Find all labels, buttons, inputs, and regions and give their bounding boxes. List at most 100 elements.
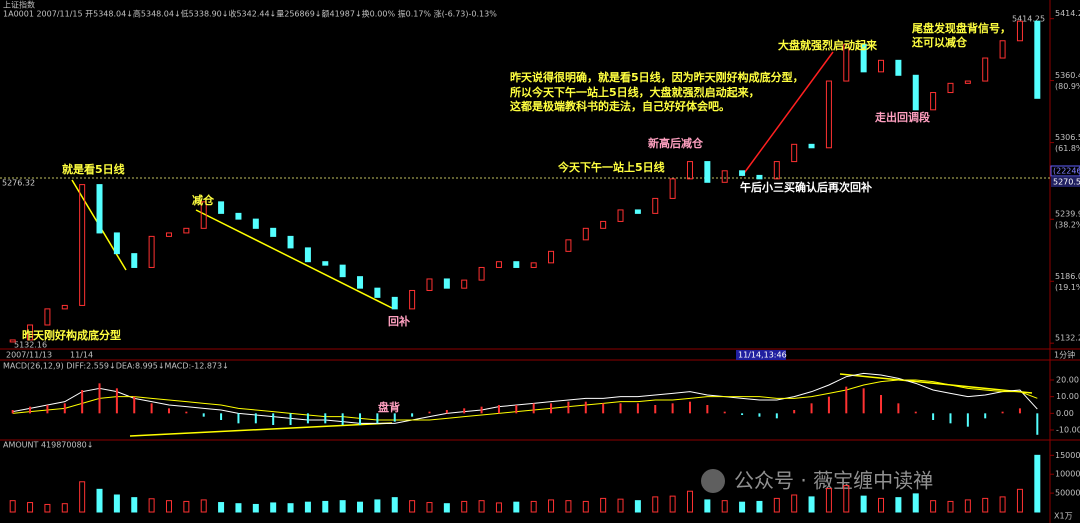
candle (252, 218, 259, 229)
annotation: 还可以减仓 (911, 35, 968, 49)
candle (617, 209, 624, 222)
annotation: 减仓 (192, 193, 215, 207)
y-tick-label: -10.00 (1056, 426, 1080, 435)
candle (565, 239, 572, 252)
volume-bar (634, 500, 641, 513)
watermark-icon (701, 469, 725, 493)
candle (634, 209, 641, 214)
volume-bar (304, 501, 311, 513)
box (1050, 165, 1080, 177)
volume-bar (287, 503, 294, 513)
volume-bar (183, 500, 190, 513)
y-tick-label: 100000 (1055, 470, 1080, 479)
volume-bar (426, 502, 433, 513)
volume-bar (721, 500, 728, 513)
volume-bar (982, 497, 989, 513)
volume-bar (79, 481, 86, 513)
volume-bar (96, 488, 103, 513)
volume-bar (530, 500, 537, 513)
y-tick-label: 50000 (1055, 489, 1080, 498)
candle (773, 161, 780, 180)
fib-label: (61.8%) (1055, 144, 1080, 153)
volume-bar (322, 500, 329, 513)
candle (96, 184, 103, 234)
candle (982, 57, 989, 82)
candle (235, 212, 242, 220)
annotation: 盘背 (378, 400, 400, 414)
volume-bar (27, 502, 34, 513)
candle (600, 220, 607, 229)
annotation: 午后小三买确认后再次回补 (740, 180, 872, 194)
volume-bar (374, 499, 381, 513)
volume-bar (235, 503, 242, 513)
candle (721, 170, 728, 183)
volume-bar (878, 497, 885, 513)
annotation: 昨天说得很明确，就是看5日线，因为昨天刚好构成底分型， (510, 70, 804, 84)
volume-bar (912, 493, 919, 513)
annotation: 今天下午一站上5日线 (557, 160, 665, 174)
date-label: 11/14 (70, 351, 93, 360)
volume-bar (218, 502, 225, 513)
candle (808, 143, 815, 149)
candle (391, 296, 398, 310)
panel-header: AMOUNT 419870080↓ (3, 441, 93, 450)
candle (183, 227, 190, 234)
candle (930, 92, 937, 111)
candle (999, 40, 1006, 59)
fib-label: (38.2%) (1055, 221, 1080, 230)
macd-line (12, 379, 1038, 421)
volume-bar (999, 496, 1006, 513)
volume-bar (165, 500, 172, 513)
volume-bar (148, 498, 155, 513)
annotation: 大盘就强烈启动起来 (778, 38, 878, 52)
volume-bar (44, 503, 51, 513)
candle (686, 161, 693, 180)
volume-bar (113, 494, 120, 513)
candle (739, 170, 746, 176)
candle (791, 143, 798, 163)
candle (322, 261, 329, 266)
volume-bar (461, 500, 468, 513)
annotation: 这都是极端教科书的走法，自己好好体会吧。 (510, 99, 730, 113)
candle (443, 278, 450, 289)
candle (374, 287, 381, 298)
candle (530, 262, 537, 268)
volume-bar (548, 499, 555, 513)
panel-header: MACD(26,12,9) DIFF:2.559↓DEA:8.995↓MACD:… (3, 362, 229, 371)
candle (131, 253, 138, 268)
candle (860, 43, 867, 73)
box (1051, 177, 1080, 187)
cursor-box (736, 350, 786, 360)
candle (878, 59, 885, 73)
candle (669, 178, 676, 199)
volume-bar (791, 494, 798, 513)
date-label: 2007/11/13 (6, 351, 52, 360)
y-tick-label: 0.00 (1056, 409, 1074, 418)
candle (478, 266, 485, 281)
annotation: 就是看5日线 (62, 162, 125, 176)
title: 上证指数 (3, 0, 35, 10)
volume-bar (565, 500, 572, 513)
unit-label: X1万 (1054, 512, 1073, 521)
volume-bar (582, 500, 589, 513)
volume-bar (61, 503, 68, 513)
volume-bar (252, 503, 259, 513)
candle (409, 289, 416, 310)
candle (1016, 20, 1023, 42)
volume-bar (704, 499, 711, 513)
volume-bar (270, 502, 277, 513)
cursor-label: 11/14,13:46 (738, 351, 787, 360)
candle (304, 247, 311, 263)
annotation: 昨天刚好构成底分型 (22, 328, 121, 342)
candle (582, 227, 589, 241)
volume-bar (600, 497, 607, 513)
candle (148, 235, 155, 268)
volume-bar (895, 497, 902, 513)
volume-bar (930, 500, 937, 513)
volume-bar (357, 501, 364, 513)
candle (200, 201, 207, 229)
candle (652, 197, 659, 214)
box-label: (22246) (1053, 167, 1080, 176)
